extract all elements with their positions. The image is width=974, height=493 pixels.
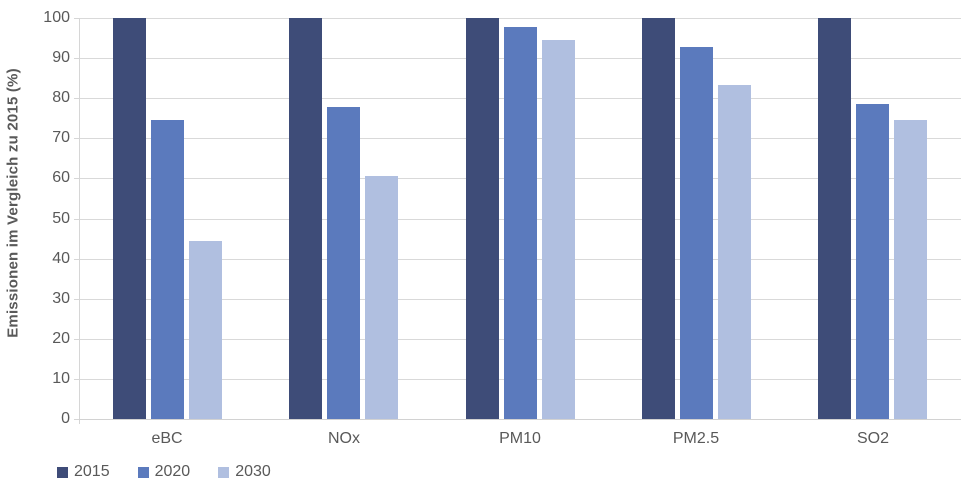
y-tick-label-10: 10 <box>52 370 70 387</box>
legend-label-2030: 2030 <box>235 463 271 480</box>
y-axis-tick-30 <box>74 299 79 300</box>
bar-2015-eBC <box>113 18 146 419</box>
y-axis-line <box>79 18 80 424</box>
legend-label-2015: 2015 <box>74 463 110 480</box>
bar-2015-PM10 <box>466 18 499 419</box>
x-category-label-SO2: SO2 <box>856 430 889 447</box>
x-category-label-PM2.5: PM2.5 <box>672 430 720 447</box>
bar-2020-PM2.5 <box>680 47 713 419</box>
legend-swatch-2030 <box>218 466 230 478</box>
legend: 2015 2020 2030 <box>57 464 299 480</box>
bar-2015-PM2.5 <box>642 18 675 419</box>
x-category-label-eBC: eBC <box>151 430 183 447</box>
y-axis-tick-70 <box>74 138 79 139</box>
legend-item-2020: 2020 <box>137 463 191 480</box>
legend-swatch-2015 <box>57 466 68 478</box>
legend-label-2020: 2020 <box>154 463 191 480</box>
y-axis-tick-90 <box>74 58 79 59</box>
bar-2020-PM10 <box>504 27 537 419</box>
y-tick-label-90: 90 <box>52 49 70 66</box>
bar-2020-eBC <box>151 120 184 419</box>
y-axis-tick-20 <box>74 339 79 340</box>
y-axis-title: Emissionen im Vergleich zu 2015 (%) <box>4 68 22 338</box>
y-axis-tick-50 <box>74 219 79 220</box>
y-axis-tick-80 <box>74 98 79 99</box>
y-axis-tick-40 <box>74 259 79 260</box>
x-category-label-NOx: NOx <box>328 430 360 447</box>
bar-2030-SO2 <box>894 120 927 419</box>
y-tick-label-0: 0 <box>61 410 70 427</box>
y-tick-label-60: 60 <box>52 169 70 186</box>
y-tick-label-50: 50 <box>52 210 70 227</box>
y-tick-label-100: 100 <box>43 9 70 26</box>
bar-2020-NOx <box>327 107 360 419</box>
legend-item-2015: 2015 <box>57 464 110 480</box>
y-tick-label-40: 40 <box>52 250 70 267</box>
bar-2015-SO2 <box>818 18 851 419</box>
x-axis-line <box>79 419 961 420</box>
y-tick-label-30: 30 <box>52 290 70 307</box>
gridline-100 <box>79 18 961 19</box>
y-tick-label-70: 70 <box>52 129 70 146</box>
y-axis-tick-0 <box>74 419 79 420</box>
legend-swatch-2020 <box>137 466 149 478</box>
bar-2030-PM2.5 <box>718 85 751 419</box>
y-axis-tick-60 <box>74 178 79 179</box>
y-axis-tick-10 <box>74 379 79 380</box>
y-tick-label-80: 80 <box>52 89 70 106</box>
bar-2030-eBC <box>189 241 222 419</box>
bar-2015-NOx <box>289 18 322 419</box>
bar-2030-PM10 <box>542 40 575 419</box>
y-tick-label-20: 20 <box>52 330 70 347</box>
x-category-label-PM10: PM10 <box>499 430 541 447</box>
legend-item-2030: 2030 <box>218 464 271 480</box>
bar-2020-SO2 <box>856 104 889 419</box>
bar-2030-NOx <box>365 176 398 419</box>
y-axis-tick-100 <box>74 18 79 19</box>
